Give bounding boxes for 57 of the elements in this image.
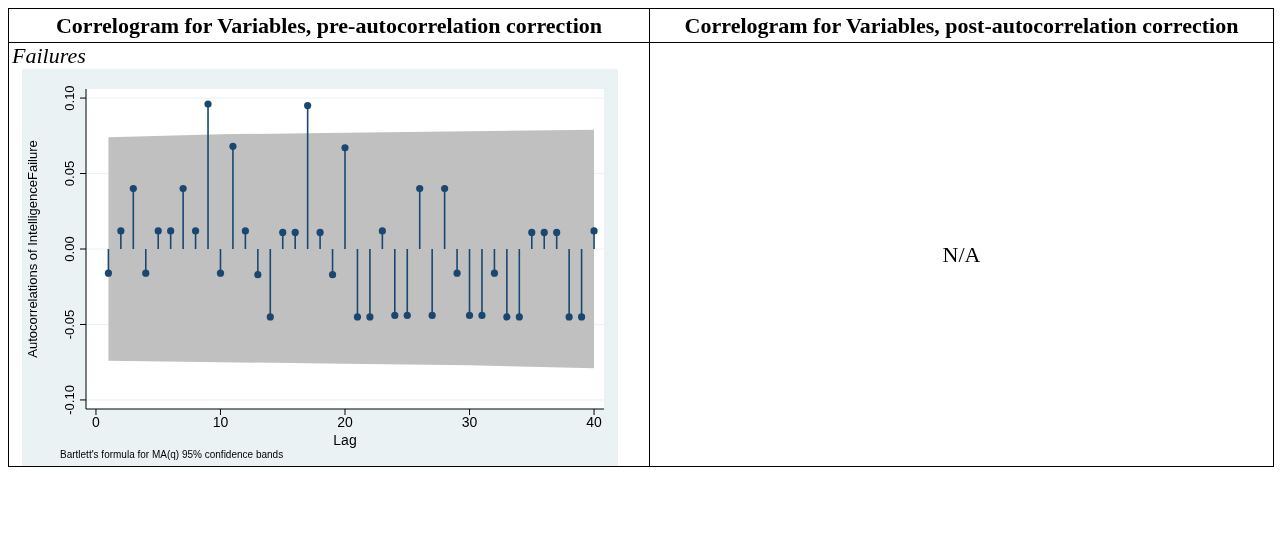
point bbox=[316, 228, 324, 236]
point bbox=[553, 228, 561, 236]
chart-subtitle: Failures bbox=[12, 43, 87, 69]
y-tick-label: 0.00 bbox=[62, 236, 77, 262]
point bbox=[465, 311, 474, 320]
y-axis-title: Autocorrelations of IntelligenceFailure bbox=[24, 140, 40, 358]
point bbox=[490, 269, 499, 277]
point bbox=[117, 227, 125, 235]
point bbox=[154, 227, 162, 235]
point bbox=[179, 185, 187, 193]
point bbox=[142, 269, 150, 277]
point bbox=[428, 311, 436, 320]
x-tick-label: 20 bbox=[337, 413, 353, 430]
point bbox=[478, 311, 486, 320]
x-tick-label: 40 bbox=[586, 413, 603, 430]
point bbox=[453, 269, 461, 277]
point bbox=[515, 313, 523, 321]
point bbox=[403, 311, 411, 320]
point bbox=[391, 311, 399, 320]
point bbox=[241, 227, 249, 235]
point bbox=[216, 269, 225, 277]
point bbox=[304, 102, 312, 110]
point bbox=[191, 227, 200, 235]
point bbox=[279, 228, 287, 236]
point bbox=[441, 185, 449, 193]
point bbox=[416, 185, 424, 193]
point bbox=[366, 313, 374, 321]
point bbox=[104, 269, 113, 277]
x-tick-label: 0 bbox=[92, 413, 101, 430]
point bbox=[129, 185, 137, 193]
y-tick-label: -0.10 bbox=[62, 385, 77, 415]
chart-title: Correlogram for Variables, pre-autocorrelation correction bbox=[8, 8, 650, 43]
text: N/A bbox=[649, 42, 1274, 467]
x-tick-label: 30 bbox=[461, 413, 478, 430]
y-tick-label: 0.05 bbox=[62, 160, 77, 187]
y-tick-label: 0.10 bbox=[62, 85, 77, 111]
text: Correlogram for Variables, post-autocorrelation correction bbox=[649, 8, 1274, 43]
x-tick-label: 10 bbox=[212, 413, 229, 430]
point bbox=[341, 144, 349, 152]
point bbox=[528, 228, 536, 236]
point bbox=[266, 313, 274, 321]
point bbox=[577, 313, 586, 321]
point bbox=[204, 100, 212, 108]
point bbox=[291, 228, 299, 236]
point bbox=[565, 313, 573, 321]
point bbox=[590, 227, 598, 235]
text: Bartlett's formula for MA(q) 95% confidence bands bbox=[60, 449, 285, 460]
point bbox=[503, 313, 511, 321]
point bbox=[254, 271, 262, 279]
point bbox=[229, 142, 237, 150]
point bbox=[353, 313, 362, 321]
point bbox=[328, 271, 337, 279]
x-axis-title: Lag bbox=[333, 432, 357, 448]
point bbox=[378, 227, 386, 235]
y-tick-label: -0.05 bbox=[62, 309, 77, 340]
point bbox=[540, 228, 548, 236]
point bbox=[167, 227, 175, 235]
